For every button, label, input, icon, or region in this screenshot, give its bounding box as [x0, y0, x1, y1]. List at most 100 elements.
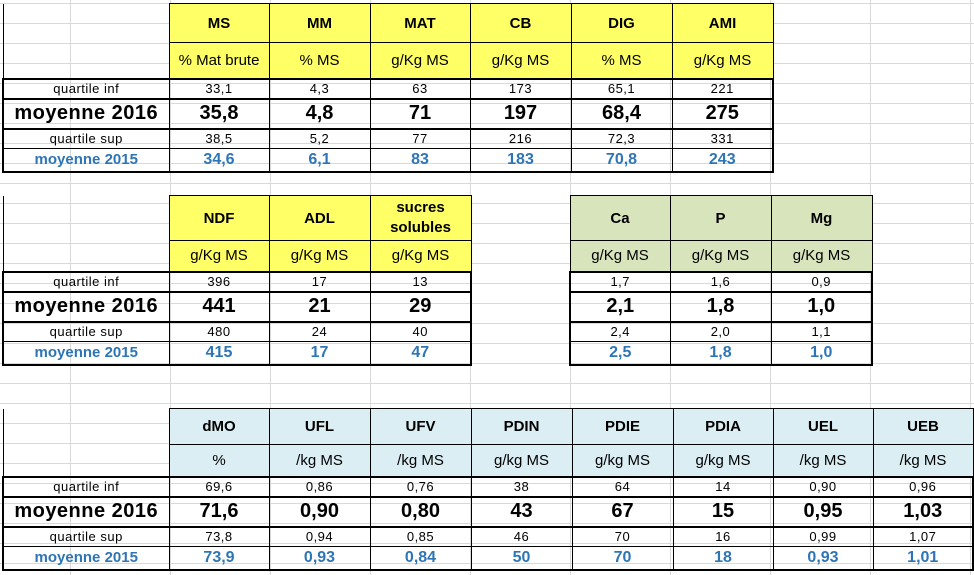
value-cell[interactable]: 0,93 [268, 546, 370, 570]
value-cell[interactable]: 40 [369, 321, 471, 342]
unit-cell[interactable]: g/Kg MS [671, 42, 774, 79]
row-label-moyenne-2015[interactable]: moyenne 2015 [2, 546, 169, 570]
value-cell[interactable]: 14 [672, 476, 773, 497]
value-cell[interactable]: 197 [469, 98, 571, 129]
value-cell[interactable]: 34,6 [168, 148, 269, 172]
value-cell[interactable]: 331 [671, 128, 773, 149]
value-cell[interactable]: 64 [571, 476, 673, 497]
value-cell[interactable]: 77 [369, 128, 470, 149]
value-cell[interactable]: 2,4 [569, 321, 670, 342]
value-cell[interactable]: 1,8 [669, 341, 771, 365]
row-label-quartile-sup[interactable]: quartile sup [2, 526, 169, 547]
unit-cell[interactable]: % [168, 444, 270, 477]
value-cell[interactable]: 2,1 [569, 291, 670, 322]
header-ca[interactable]: Ca [569, 195, 671, 241]
value-cell[interactable]: 13 [369, 271, 471, 292]
value-cell[interactable]: 38,5 [168, 128, 269, 149]
header-dmo[interactable]: dMO [168, 408, 270, 445]
unit-cell[interactable]: /kg MS [872, 444, 974, 477]
header-mm[interactable]: MM [268, 3, 371, 43]
row-label-moyenne-2016[interactable]: moyenne 2016 [2, 98, 169, 129]
value-cell[interactable]: 70 [571, 526, 673, 547]
value-cell[interactable]: 0,90 [268, 496, 370, 527]
header-ndf[interactable]: NDF [168, 195, 270, 241]
value-cell[interactable]: 0,76 [369, 476, 471, 497]
header-ueb[interactable]: UEB [872, 408, 974, 445]
header-sucres-solubles[interactable]: sucres solubles [369, 195, 472, 241]
value-cell[interactable]: 1,1 [770, 321, 872, 342]
unit-cell[interactable]: /kg MS [268, 444, 371, 477]
value-cell[interactable]: 29 [369, 291, 471, 322]
unit-cell[interactable]: % MS [268, 42, 371, 79]
value-cell[interactable]: 35,8 [168, 98, 269, 129]
value-cell[interactable]: 6,1 [268, 148, 370, 172]
header-ms[interactable]: MS [168, 3, 270, 43]
row-label-quartile-sup[interactable]: quartile sup [2, 321, 169, 342]
value-cell[interactable]: 1,0 [770, 341, 872, 365]
header-mg[interactable]: Mg [770, 195, 873, 241]
value-cell[interactable]: 1,03 [872, 496, 973, 527]
value-cell[interactable]: 480 [168, 321, 269, 342]
unit-cell[interactable]: /kg MS [369, 444, 472, 477]
header-ami[interactable]: AMI [671, 3, 774, 43]
unit-cell[interactable]: g/Kg MS [469, 42, 572, 79]
value-cell[interactable]: 1,0 [770, 291, 872, 322]
value-cell[interactable]: 15 [672, 496, 773, 527]
value-cell[interactable]: 1,7 [569, 271, 670, 292]
value-cell[interactable]: 1,01 [872, 546, 973, 570]
unit-cell[interactable]: g/Kg MS [669, 240, 772, 272]
value-cell[interactable]: 0,86 [268, 476, 370, 497]
value-cell[interactable]: 83 [369, 148, 470, 172]
value-cell[interactable]: 1,8 [669, 291, 771, 322]
value-cell[interactable]: 63 [369, 78, 470, 99]
unit-cell[interactable]: g/kg MS [672, 444, 774, 477]
value-cell[interactable]: 2,0 [669, 321, 771, 342]
value-cell[interactable]: 24 [268, 321, 370, 342]
empty-cell[interactable] [2, 408, 169, 445]
value-cell[interactable]: 183 [469, 148, 571, 172]
value-cell[interactable]: 0,94 [268, 526, 370, 547]
header-p[interactable]: P [669, 195, 772, 241]
value-cell[interactable]: 18 [672, 546, 773, 570]
header-pdie[interactable]: PDIE [571, 408, 674, 445]
unit-cell[interactable]: /kg MS [772, 444, 874, 477]
value-cell[interactable]: 1,07 [872, 526, 973, 547]
header-ufl[interactable]: UFL [268, 408, 371, 445]
value-cell[interactable]: 0,93 [772, 546, 873, 570]
value-cell[interactable]: 50 [470, 546, 572, 570]
value-cell[interactable]: 173 [469, 78, 571, 99]
row-label-quartile-inf[interactable]: quartile inf [2, 271, 169, 292]
value-cell[interactable]: 2,5 [569, 341, 670, 365]
unit-cell[interactable]: % MS [570, 42, 673, 79]
value-cell[interactable]: 70,8 [570, 148, 672, 172]
value-cell[interactable]: 396 [168, 271, 269, 292]
row-label-moyenne-2016[interactable]: moyenne 2016 [2, 291, 169, 322]
header-pdin[interactable]: PDIN [470, 408, 573, 445]
value-cell[interactable]: 46 [470, 526, 572, 547]
value-cell[interactable]: 0,80 [369, 496, 471, 527]
value-cell[interactable]: 73,8 [168, 526, 269, 547]
value-cell[interactable]: 73,9 [168, 546, 269, 570]
row-label-quartile-sup[interactable]: quartile sup [2, 128, 169, 149]
value-cell[interactable]: 4,3 [268, 78, 370, 99]
empty-cell[interactable] [2, 42, 169, 79]
value-cell[interactable]: 38 [470, 476, 572, 497]
value-cell[interactable]: 441 [168, 291, 269, 322]
value-cell[interactable]: 65,1 [570, 78, 672, 99]
unit-cell[interactable]: g/kg MS [571, 444, 674, 477]
value-cell[interactable]: 216 [469, 128, 571, 149]
unit-cell[interactable]: g/Kg MS [770, 240, 873, 272]
header-pdia[interactable]: PDIA [672, 408, 774, 445]
value-cell[interactable]: 0,90 [772, 476, 873, 497]
header-ufv[interactable]: UFV [369, 408, 472, 445]
value-cell[interactable]: 69,6 [168, 476, 269, 497]
unit-cell[interactable]: % Mat brute [168, 42, 270, 79]
unit-cell[interactable]: g/Kg MS [168, 240, 270, 272]
empty-cell[interactable] [2, 3, 169, 43]
row-label-moyenne-2016[interactable]: moyenne 2016 [2, 496, 169, 527]
value-cell[interactable]: 21 [268, 291, 370, 322]
value-cell[interactable]: 0,96 [872, 476, 973, 497]
empty-cell[interactable] [2, 240, 169, 272]
value-cell[interactable]: 17 [268, 341, 370, 365]
unit-cell[interactable]: g/Kg MS [369, 42, 471, 79]
